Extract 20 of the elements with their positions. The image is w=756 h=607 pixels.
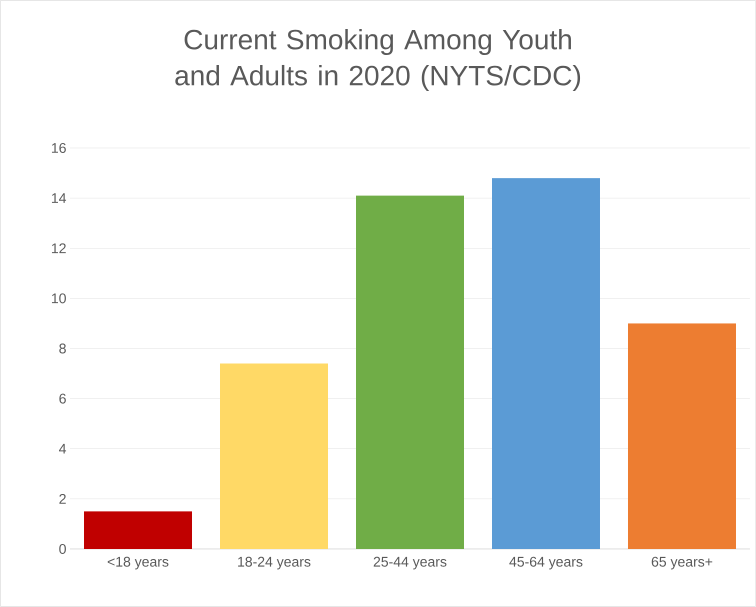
chart-title: Current Smoking Among Youth and Adults in 2020 (NYTS/CDC) xyxy=(175,28,580,92)
bar xyxy=(220,364,328,549)
x-tick-label: 65 years+ xyxy=(652,556,712,570)
y-tick-label: 16 xyxy=(52,143,66,153)
y-tick-label: 10 xyxy=(52,293,66,304)
y-tick-label: 14 xyxy=(52,193,66,203)
bar xyxy=(492,178,600,549)
x-tick-label: 18-24 years xyxy=(238,556,310,570)
y-tick-label: 6 xyxy=(59,394,66,404)
bar xyxy=(628,323,736,549)
y-tick-label: 2 xyxy=(59,494,66,504)
y-tick-label: 0 xyxy=(59,544,66,554)
x-tick-label: <18 years xyxy=(108,556,168,570)
y-tick-label: 12 xyxy=(52,243,66,254)
bar xyxy=(84,511,192,549)
bar xyxy=(356,196,464,549)
x-tick-label: 45-64 years xyxy=(509,556,582,570)
y-tick-label: 4 xyxy=(59,444,66,454)
x-tick-label: 25-44 years xyxy=(374,556,446,570)
y-tick-label: 8 xyxy=(59,344,66,354)
